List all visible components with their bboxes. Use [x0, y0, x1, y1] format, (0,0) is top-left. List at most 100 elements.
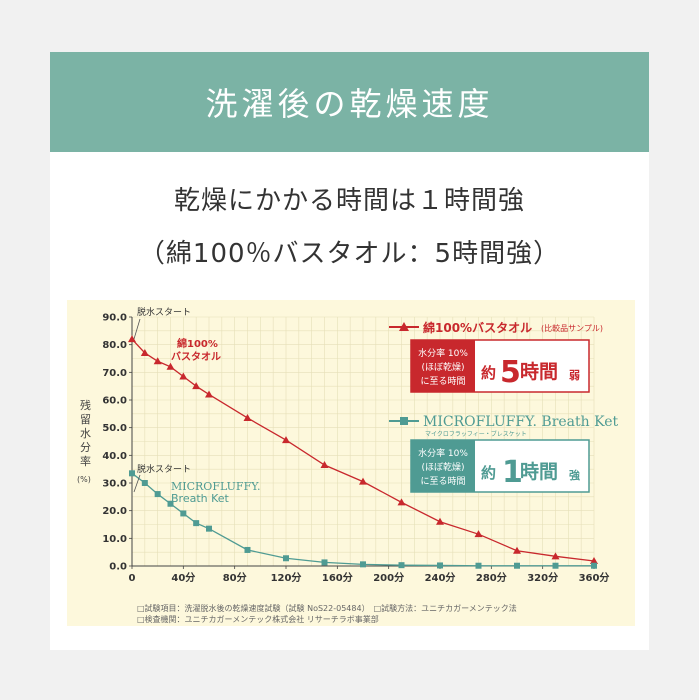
cotton-callout-number: 5 [500, 355, 521, 390]
y-axis-label-char: 残 [80, 398, 91, 412]
legend-micro-note: マイクロフラッフィー・ブレスケット [425, 430, 527, 438]
x-tick-label: 280分 [476, 571, 507, 584]
cotton-callout-cond-3: に至る時間 [420, 376, 465, 387]
data-point-micro [321, 559, 328, 566]
data-point-micro [514, 562, 520, 569]
x-tick-label: 160分 [322, 571, 353, 584]
micro-callout-cond-2: (ほぼ乾燥) [421, 461, 464, 473]
y-tick-label: 90.0 [102, 313, 127, 324]
cotton-callout-cond-2: (ほぼ乾燥) [421, 361, 464, 373]
footnote-lab-info: □検査機関：ユニチカガーメンテック株式会社 リサーチラボ事業部 [137, 615, 379, 624]
data-point-micro [552, 562, 559, 569]
data-point-cotton [166, 362, 175, 370]
data-point-cotton [153, 357, 162, 365]
drying-chart: 0.0 10.0 20.0 30.0 40.0 50.0 60.0 70.0 80.0 90.0 0… [77, 306, 618, 585]
micro-callout-cond-1: 水分率 10% [418, 447, 468, 459]
x-tick-label: 0 [129, 573, 136, 584]
data-point-micro [154, 491, 161, 498]
content-card: 洗濯後の乾燥速度 乾燥にかかる時間は１時間強 （綿100％バスタオル：5時間強）… [50, 52, 649, 650]
data-point-cotton [513, 546, 521, 554]
data-point-cotton [397, 498, 406, 506]
micro-callout-number: 1 [502, 455, 523, 490]
chart-panel: 0.0 10.0 20.0 30.0 40.0 50.0 60.0 70.0 80.0 90.0 0… [67, 300, 635, 626]
x-tick-label: 240分 [425, 571, 456, 584]
micro-start-leader [133, 474, 141, 493]
page-title: 洗濯後の乾燥速度 [205, 85, 494, 123]
data-point-cotton [551, 552, 560, 560]
cotton-callout: 水分率 10% (ほぼ乾燥) に至る時間 約 5 時間 弱 [410, 339, 590, 393]
x-tick-label: 320分 [527, 571, 558, 584]
data-point-cotton [282, 436, 290, 444]
title-banner: 洗濯後の乾燥速度 [50, 52, 649, 152]
micro-callout: 水分率 10% (ほぼ乾燥) に至る時間 約 1 時間 強 [410, 439, 590, 493]
legend-cotton-name: 綿100%バスタオル [423, 320, 532, 335]
x-tick-label: 40分 [171, 571, 195, 584]
chart-series [128, 335, 598, 569]
y-tick-label: 50.0 [102, 423, 127, 434]
data-point-cotton [205, 390, 213, 398]
y-tick-label: 40.0 [102, 451, 127, 462]
cotton-start-annotation: 脱水スタート [137, 306, 191, 318]
chart-axes: 0.0 10.0 20.0 30.0 40.0 50.0 60.0 70.0 80.0 90.0 0… [102, 313, 609, 585]
cotton-callout-unit: 時間 [520, 361, 558, 383]
x-tick-label: 80分 [223, 571, 247, 584]
x-tick-label: 360分 [579, 571, 610, 584]
legend-micro-marker [400, 417, 408, 425]
data-point-micro [437, 562, 443, 569]
data-point-cotton [320, 461, 329, 469]
data-point-cotton [179, 372, 188, 380]
x-tick-label: 200分 [373, 571, 404, 584]
y-axis-label: 残留水分率 [80, 398, 91, 468]
y-tick-label: 70.0 [102, 368, 127, 379]
micro-callout-prefix: 約 [481, 464, 496, 482]
y-axis-unit: (%) [77, 475, 91, 484]
cotton-callout-prefix: 約 [481, 364, 496, 382]
data-point-micro [360, 561, 366, 568]
data-point-cotton [243, 413, 252, 421]
data-point-micro [167, 500, 174, 507]
data-point-cotton [436, 517, 444, 525]
data-point-micro [283, 555, 289, 562]
micro-series-label-1: MICROFLUFFY. [171, 480, 261, 493]
data-point-micro [244, 546, 251, 553]
y-axis-label-char: 率 [80, 454, 91, 468]
cotton-series-label-2: バスタオル [171, 351, 221, 363]
legend-cotton-note: (比較品サンプル) [541, 323, 603, 333]
micro-start-annotation: 脱水スタート [137, 463, 191, 475]
data-point-cotton [590, 557, 598, 565]
y-axis-label-char: 分 [80, 441, 91, 454]
legend-micro-name: MICROFLUFFY. Breath Ket [423, 414, 618, 430]
data-point-cotton [474, 530, 483, 538]
y-tick-label: 0.0 [109, 562, 127, 573]
footnote-test-info: □試験項目：洗濯脱水後の乾燥速度試験（試験 NoS22-05484） □試験方法… [137, 604, 517, 613]
data-point-cotton [140, 348, 149, 356]
cotton-callout-suffix: 弱 [569, 369, 580, 382]
micro-series-label-2: Breath Ket [171, 492, 230, 505]
data-point-micro [591, 562, 597, 569]
data-point-cotton [192, 382, 201, 390]
data-point-cotton [128, 335, 136, 343]
data-point-micro [475, 562, 482, 569]
micro-callout-suffix: 強 [569, 468, 580, 482]
cotton-start-leader [133, 318, 141, 340]
data-point-micro [398, 562, 405, 569]
y-tick-label: 80.0 [102, 340, 127, 351]
y-tick-label: 30.0 [102, 479, 127, 490]
y-tick-label: 10.0 [102, 534, 127, 545]
y-tick-label: 60.0 [102, 396, 127, 407]
x-tick-label: 120分 [271, 571, 302, 584]
drying-time-summary: 乾燥にかかる時間は１時間強 [173, 186, 525, 216]
y-tick-label: 20.0 [102, 506, 127, 517]
data-point-micro [141, 480, 148, 486]
data-point-micro [180, 510, 187, 517]
y-axis-label-char: 水 [80, 427, 91, 440]
cotton-series-label-1: 綿100% [177, 337, 218, 350]
micro-callout-cond-3: に至る時間 [420, 476, 465, 487]
cotton-callout-cond-1: 水分率 10% [418, 347, 468, 359]
micro-callout-unit: 時間 [520, 461, 558, 483]
data-point-micro [193, 520, 200, 527]
legend-cotton-marker [399, 322, 409, 331]
data-point-micro [206, 525, 212, 532]
data-point-cotton [359, 477, 367, 485]
y-axis-label-char: 留 [80, 413, 91, 426]
